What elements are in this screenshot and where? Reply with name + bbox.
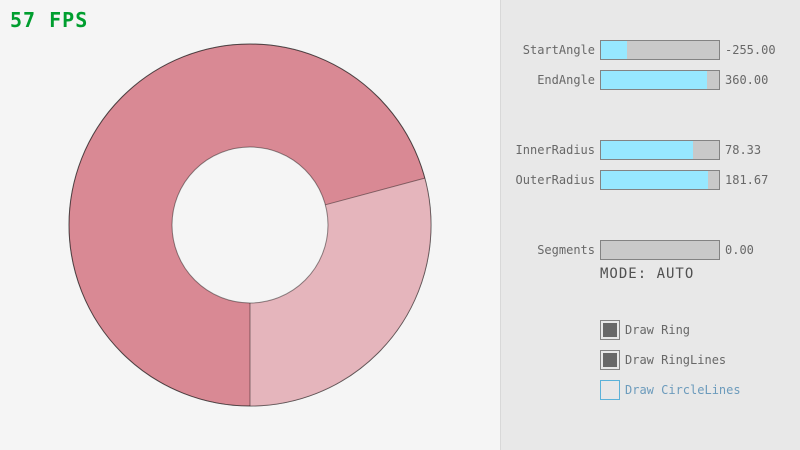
end-angle-label: EndAngle [537,73,595,87]
checkbox-row-draw-circlelines: Draw CircleLines [600,380,800,400]
segments-label: Segments [537,243,595,257]
start-angle-slider-fill [601,41,627,59]
draw-ring-label: Draw Ring [625,323,691,337]
checkbox-row-draw-ringlines: Draw RingLines [600,350,800,370]
start-angle-value: -255.00 [725,43,776,57]
fps-counter: 57 FPS [10,8,89,32]
inner-radius-slider[interactable] [600,140,720,160]
checkbox-row-draw-ring: Draw Ring [600,320,800,340]
slider-row-outer-radius: OuterRadius 181.67 [500,170,800,190]
draw-ring-check-mark [603,323,617,337]
slider-row-start-angle: StartAngle -255.00 [500,40,800,60]
outer-radius-slider-fill [601,171,709,189]
inner-radius-label: InnerRadius [515,143,595,157]
ring-inner-hole [171,146,329,304]
start-angle-slider[interactable] [600,40,720,60]
start-angle-label: StartAngle [522,43,595,57]
slider-row-inner-radius: InnerRadius 78.33 [500,140,800,160]
ring-light-sector [250,178,431,406]
ring-canvas [68,43,432,407]
outer-radius-value: 181.67 [725,173,769,187]
draw-ringlines-label: Draw RingLines [625,353,727,367]
draw-circlelines-label: Draw CircleLines [625,383,741,397]
slider-row-segments: Segments 0.00 [500,240,800,260]
draw-circlelines-checkbox[interactable] [600,380,620,400]
draw-ringlines-check-mark [603,353,617,367]
draw-ring-checkbox[interactable] [600,320,620,340]
end-angle-value: 360.00 [725,73,769,87]
ring-outer-outline [68,43,432,407]
draw-ringlines-checkbox[interactable] [600,350,620,370]
segments-slider[interactable] [600,240,720,260]
segments-mode-text: MODE: AUTO [600,266,695,282]
segments-value: 0.00 [725,243,754,257]
inner-radius-value: 78.33 [725,143,762,157]
end-angle-slider-fill [601,71,708,89]
end-angle-slider[interactable] [600,70,720,90]
slider-row-end-angle: EndAngle 360.00 [500,70,800,90]
ring-line-east [325,177,425,206]
outer-radius-slider[interactable] [600,170,720,190]
inner-radius-slider-fill [601,141,694,159]
outer-radius-label: OuterRadius [515,173,595,187]
